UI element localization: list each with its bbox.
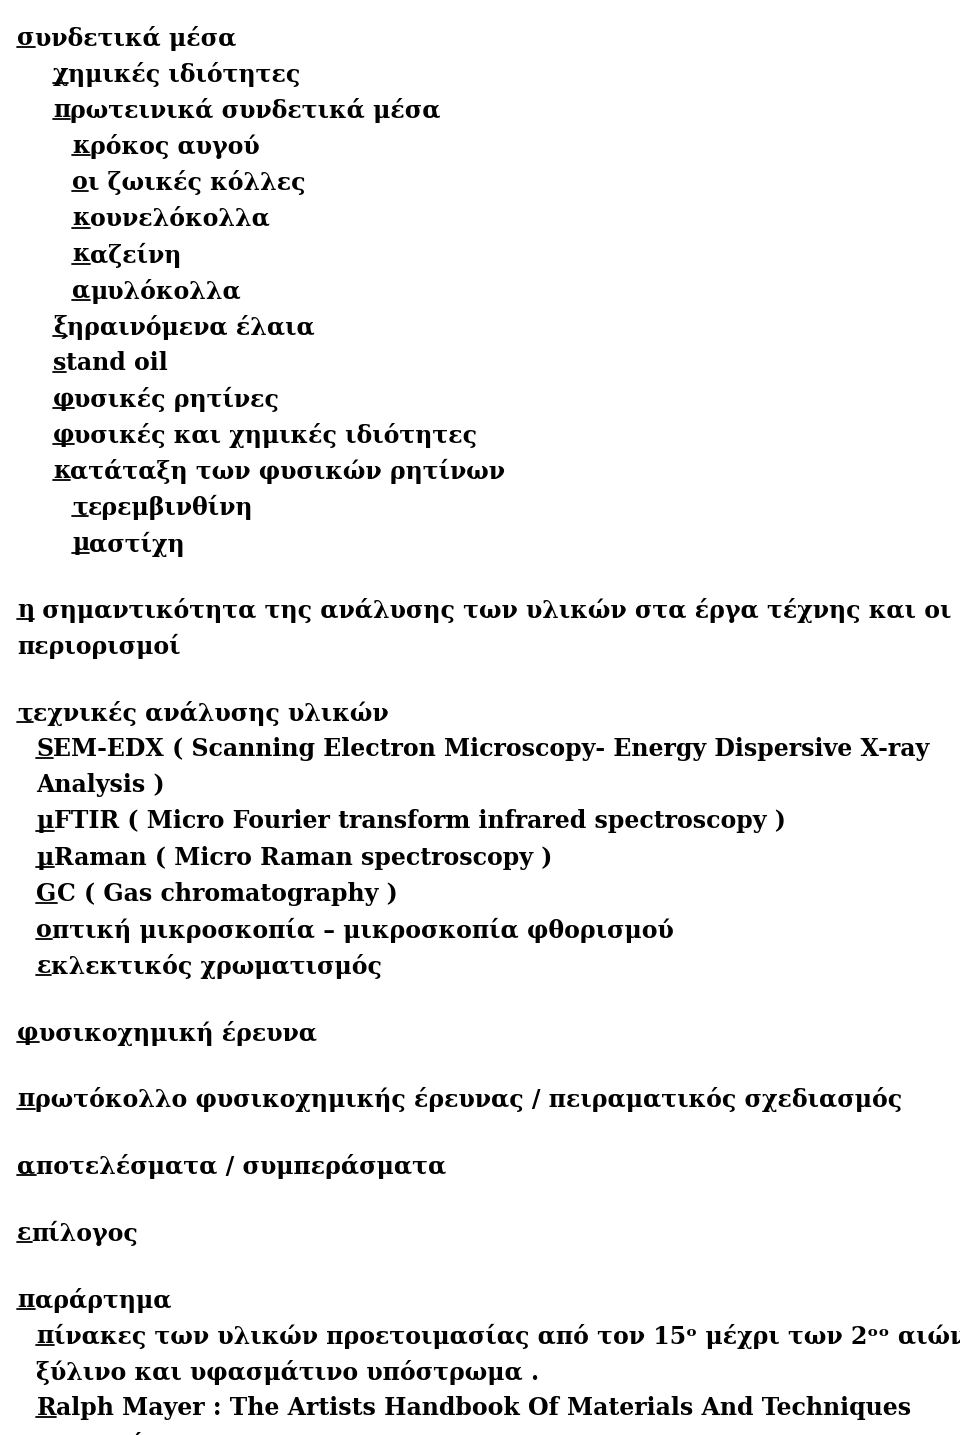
Text: κλεκτικός χρωματισμός: κλεκτικός χρωματισμός: [51, 954, 382, 979]
Text: ουνελόκολλα: ουνελόκολλα: [89, 207, 270, 231]
Text: υσικές ρητίνες: υσικές ρητίνες: [74, 387, 279, 412]
Text: αζείνη: αζείνη: [89, 243, 181, 268]
Text: ξ: ξ: [53, 314, 67, 339]
Text: τ: τ: [17, 702, 34, 725]
Text: μ: μ: [36, 809, 54, 834]
Text: πτική μικροσκοπία – μικροσκοπία φθορισμού: πτική μικροσκοπία – μικροσκοπία φθορισμο…: [52, 918, 674, 943]
Text: ρωτεινικά συνδετικά μέσα: ρωτεινικά συνδετικά μέσα: [70, 98, 441, 123]
Text: κ: κ: [53, 459, 70, 484]
Text: C ( Gas chromatography ): C ( Gas chromatography ): [57, 881, 397, 905]
Text: s: s: [53, 350, 66, 375]
Text: R: R: [36, 1396, 56, 1421]
Text: α: α: [17, 1154, 36, 1178]
Text: ίνακες των υλικών προετοιμασίας από τον 15ᵒ μέχρι των 2ᵒᵒ αιώνα , σε: ίνακες των υλικών προετοιμασίας από τον …: [54, 1325, 960, 1349]
Text: G: G: [36, 881, 57, 905]
Text: alph Mayer : The Artists Handbook Of Materials And Techniques: alph Mayer : The Artists Handbook Of Mat…: [56, 1396, 911, 1421]
Text: ατάταξη των φυσικών ρητίνων: ατάταξη των φυσικών ρητίνων: [70, 459, 505, 485]
Text: EM-EDX ( Scanning Electron Microscopy- Energy Dispersive X-ray: EM-EDX ( Scanning Electron Microscopy- E…: [54, 738, 929, 761]
Text: πίλογος: πίλογος: [32, 1221, 138, 1246]
Text: ηραινόμενα έλαια: ηραινόμενα έλαια: [67, 314, 315, 340]
Text: ικροτόμος: ικροτόμος: [54, 1432, 193, 1435]
Text: σ: σ: [17, 26, 35, 50]
Text: υσικοχημική έρευνα: υσικοχημική έρευνα: [38, 1020, 317, 1046]
Text: tand oil: tand oil: [66, 350, 168, 375]
Text: μυλόκολλα: μυλόκολλα: [90, 278, 241, 304]
Text: περιορισμοί: περιορισμοί: [17, 634, 180, 660]
Text: φ: φ: [53, 387, 74, 410]
Text: Raman ( Micro Raman spectroscopy ): Raman ( Micro Raman spectroscopy ): [54, 845, 552, 870]
Text: ε: ε: [17, 1221, 32, 1246]
Text: FTIR ( Micro Fourier transform infrared spectroscopy ): FTIR ( Micro Fourier transform infrared …: [54, 809, 785, 834]
Text: ι ζωικές κόλλες: ι ζωικές κόλλες: [87, 171, 305, 195]
Text: κ: κ: [72, 243, 89, 267]
Text: ερεμβινθίνη: ερεμβινθίνη: [88, 495, 253, 521]
Text: ε: ε: [36, 954, 51, 977]
Text: ξύλινο και υφασμάτινο υπόστρωμα .: ξύλινο και υφασμάτινο υπόστρωμα .: [36, 1360, 540, 1385]
Text: ο: ο: [72, 171, 87, 194]
Text: ημικές ιδιότητες: ημικές ιδιότητες: [68, 62, 300, 88]
Text: κ: κ: [72, 133, 89, 158]
Text: αστίχη: αστίχη: [89, 531, 185, 557]
Text: π: π: [17, 1088, 35, 1112]
Text: χ: χ: [53, 62, 68, 86]
Text: π: π: [36, 1325, 54, 1347]
Text: μ: μ: [36, 1432, 54, 1435]
Text: η: η: [17, 598, 35, 623]
Text: εχνικές ανάλυσης υλικών: εχνικές ανάλυσης υλικών: [34, 702, 389, 726]
Text: S: S: [36, 738, 54, 761]
Text: ο: ο: [36, 918, 52, 941]
Text: φ: φ: [17, 1020, 38, 1045]
Text: τ: τ: [72, 495, 88, 519]
Text: π: π: [53, 98, 70, 122]
Text: υσικές και χημικές ιδιότητες: υσικές και χημικές ιδιότητες: [74, 423, 477, 448]
Text: μ: μ: [72, 531, 89, 555]
Text: α: α: [72, 278, 90, 303]
Text: υνδετικά μέσα: υνδετικά μέσα: [35, 26, 236, 50]
Text: σημαντικότητα της ανάλυσης των υλικών στα έργα τέχνης και οι ηθικοί: σημαντικότητα της ανάλυσης των υλικών στ…: [35, 598, 960, 623]
Text: ποτελέσματα / συμπεράσματα: ποτελέσματα / συμπεράσματα: [36, 1154, 445, 1180]
Text: φ: φ: [53, 423, 74, 448]
Text: ρωτόκολλο φυσικοχημικής έρευνας / πειραματικός σχεδιασμός: ρωτόκολλο φυσικοχημικής έρευνας / πειραμ…: [35, 1088, 901, 1112]
Text: π: π: [17, 1289, 35, 1312]
Text: κ: κ: [72, 207, 89, 231]
Text: αράρτημα: αράρτημα: [35, 1289, 171, 1313]
Text: μ: μ: [36, 845, 54, 870]
Text: ρόκος αυγού: ρόκος αυγού: [89, 133, 259, 159]
Text: Analysis ): Analysis ): [36, 773, 165, 798]
